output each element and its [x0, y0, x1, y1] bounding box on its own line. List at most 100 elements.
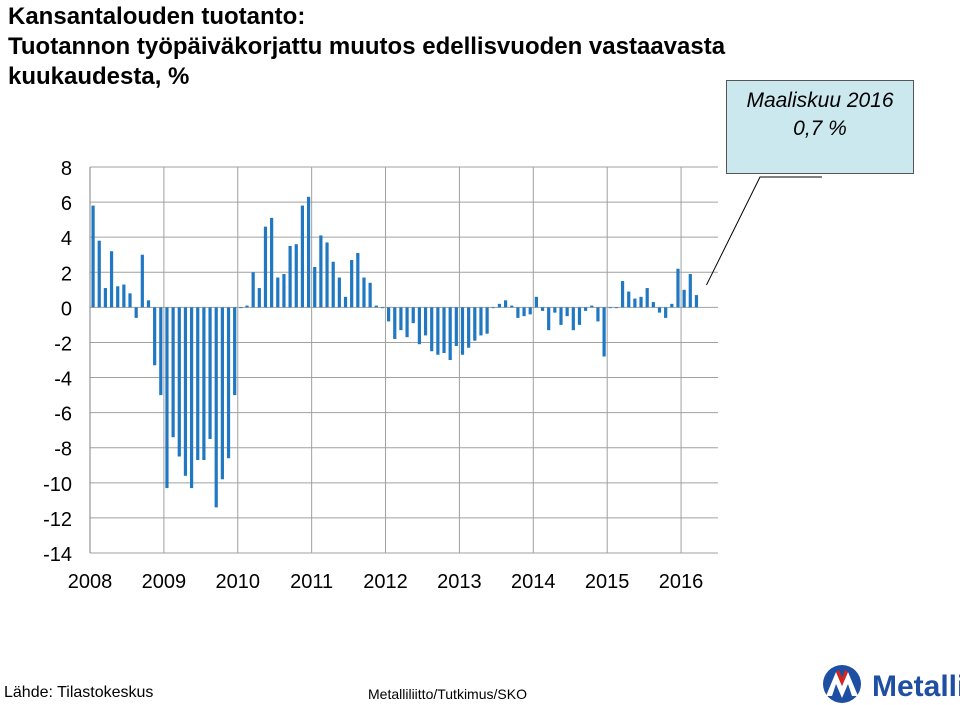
title-line-1: Kansantalouden tuotanto:	[8, 3, 306, 30]
data-bar	[602, 307, 606, 357]
data-bar	[319, 235, 323, 308]
data-bar	[614, 307, 619, 309]
data-bar	[350, 259, 354, 308]
data-bar	[639, 296, 643, 308]
data-bar	[300, 205, 305, 308]
data-bar	[294, 244, 298, 308]
data-bar	[257, 288, 261, 308]
data-bar	[473, 307, 477, 341]
callout-month: Maaliskuu 2016	[746, 89, 894, 112]
y-tick-label: 4	[61, 228, 72, 250]
x-tick-label: 2011	[290, 571, 333, 593]
metalli-logo-icon	[823, 665, 861, 703]
metalli-logo: Metalli	[823, 665, 960, 703]
y-tick-label: -14	[43, 544, 72, 566]
data-bar	[343, 296, 348, 308]
data-bar	[202, 307, 206, 461]
data-bar	[220, 307, 224, 480]
data-bar	[362, 277, 366, 308]
data-bar	[571, 307, 575, 331]
data-bar	[134, 307, 138, 318]
data-bar	[423, 307, 428, 336]
data-bar	[306, 196, 311, 308]
y-tick-label: 6	[61, 193, 72, 215]
data-bar	[436, 307, 440, 355]
data-bar	[528, 307, 532, 315]
y-tick-label: 2	[61, 263, 72, 285]
data-bar	[411, 307, 415, 324]
y-tick-label: -10	[43, 474, 72, 496]
data-bar	[430, 307, 434, 352]
data-bar	[688, 274, 692, 308]
data-bar	[491, 307, 495, 309]
data-bar	[657, 307, 662, 313]
data-bar	[510, 305, 514, 308]
data-bar	[251, 272, 255, 308]
y-tick-label: -6	[54, 404, 72, 426]
y-tick-label: 0	[61, 298, 72, 320]
data-bar	[670, 303, 674, 308]
data-bar	[522, 307, 526, 317]
title-line-3: kuukaudesta, %	[8, 63, 190, 90]
data-bar	[454, 307, 458, 346]
data-bar	[448, 307, 452, 360]
data-bar	[325, 242, 329, 308]
x-tick-label: 2012	[363, 571, 408, 593]
data-bar	[534, 296, 538, 308]
y-tick-label: 8	[61, 158, 72, 180]
x-tick-label: 2014	[511, 571, 556, 593]
data-bar	[288, 245, 292, 308]
data-bar	[196, 307, 200, 461]
data-bar	[239, 307, 243, 309]
y-tick-label: -2	[54, 333, 72, 355]
data-bar	[682, 289, 686, 308]
data-bar	[467, 307, 471, 348]
data-bar	[128, 293, 132, 308]
data-bar	[245, 305, 249, 308]
data-bar	[146, 300, 151, 308]
data-bar	[270, 217, 274, 308]
data-bar	[547, 307, 551, 331]
data-bar	[214, 307, 218, 508]
data-bar	[263, 226, 268, 308]
data-bar	[109, 251, 114, 308]
x-tick-label: 2015	[585, 571, 630, 593]
data-bar	[97, 240, 101, 308]
data-bar	[584, 307, 588, 311]
x-tick-label: 2016	[659, 571, 704, 593]
data-bar	[553, 307, 557, 313]
data-bar	[233, 307, 237, 396]
data-bar	[596, 307, 600, 322]
data-bar	[159, 307, 163, 396]
data-bar	[399, 307, 403, 331]
data-bar	[485, 307, 489, 334]
data-bar	[313, 267, 317, 308]
logo-wordmark: Metalli	[872, 670, 960, 703]
data-bar	[417, 307, 421, 345]
x-tick-label: 2008	[68, 571, 113, 593]
data-bar	[177, 307, 181, 457]
data-bar	[608, 307, 612, 309]
data-bar	[189, 307, 194, 489]
x-tick-label: 2009	[142, 571, 187, 593]
data-bar	[516, 307, 520, 318]
data-bar	[171, 307, 175, 438]
data-bar	[183, 307, 188, 476]
callout-value: 0,7 %	[793, 117, 847, 140]
data-bar	[91, 205, 95, 308]
title-line-2: Tuotannon työpäiväkorjattu muutos edelli…	[8, 33, 726, 60]
x-tick-label: 2010	[216, 571, 261, 593]
data-bar	[374, 305, 378, 308]
y-tick-label: -8	[54, 439, 72, 461]
data-bar	[122, 284, 126, 308]
data-bar	[226, 307, 231, 459]
data-bar	[633, 298, 637, 308]
data-bar	[116, 286, 120, 308]
data-bar	[356, 252, 360, 308]
y-tick-label: -4	[54, 369, 72, 391]
data-bar	[393, 307, 397, 339]
data-bar	[337, 277, 341, 308]
data-bar	[153, 307, 157, 366]
data-bar	[694, 295, 699, 308]
data-bar	[442, 307, 446, 353]
